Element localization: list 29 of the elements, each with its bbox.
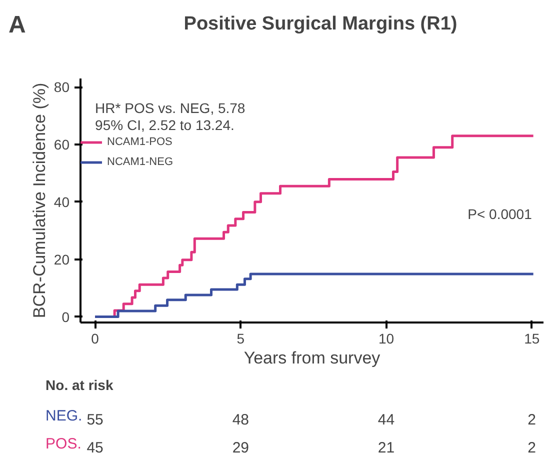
x-tick-label: 10 <box>378 330 394 346</box>
annotation: P< 0.0001 <box>468 206 532 222</box>
y-tick-label: 40 <box>54 194 70 210</box>
chart-title: Positive Surgical Margins (R1) <box>184 14 458 34</box>
text: NEG. <box>46 408 82 425</box>
text: 44 <box>378 412 395 429</box>
y-tick-label: 80 <box>54 79 70 96</box>
y-tick-label: 20 <box>54 251 70 268</box>
text: A <box>8 12 26 38</box>
y-tick-label: 0 <box>62 308 70 325</box>
annotation: HR* POS vs. NEG, 5.78 <box>95 100 246 116</box>
text: 29 <box>232 439 249 456</box>
text: 45 <box>86 439 104 456</box>
x-tick-label: 0 <box>91 330 100 346</box>
annotation: 95% CI, 2.52 to 13.24. <box>95 117 234 134</box>
text: 48 <box>232 412 249 429</box>
text: POS. <box>46 435 82 452</box>
legend-label: NCAM1-NEG <box>107 156 174 168</box>
text: 2 <box>528 439 536 456</box>
text: 2 <box>528 412 536 429</box>
text: 55 <box>86 412 104 429</box>
x-tick-label: 15 <box>524 330 540 346</box>
x-axis-title: Years from survey <box>244 348 381 368</box>
text: 21 <box>378 439 395 456</box>
x-tick-label: 5 <box>236 330 245 346</box>
text: No. at risk <box>46 376 114 393</box>
y-axis-title: BCR-Cumulative Incidence (%) <box>30 82 49 318</box>
legend-label: NCAM1-POS <box>107 136 172 148</box>
y-tick-label: 60 <box>54 136 70 153</box>
